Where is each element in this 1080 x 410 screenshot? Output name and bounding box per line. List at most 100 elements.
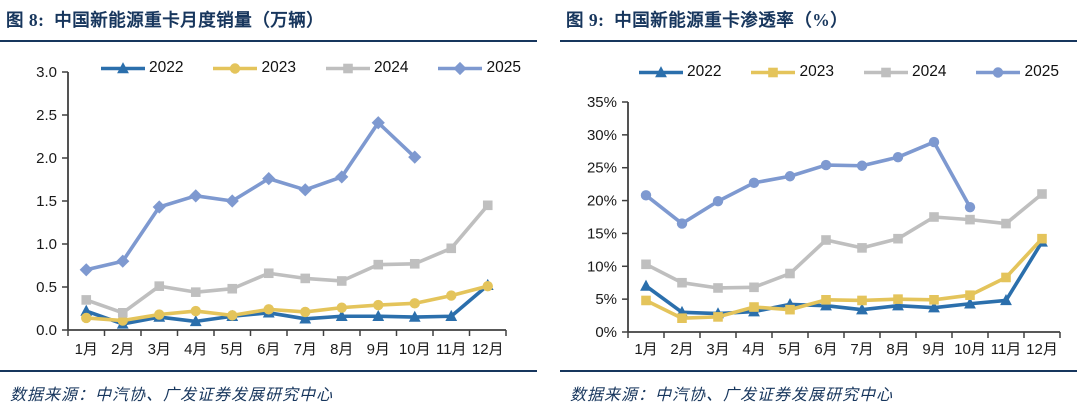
x-tick-label: 10月 (399, 341, 431, 358)
data-point-2024 (227, 283, 238, 294)
data-point-2022 (1000, 294, 1012, 306)
data-point-2025 (116, 254, 130, 268)
data-point-2023 (227, 310, 238, 321)
figure-legend-1: 2022 2023 2024 2025 (638, 63, 1059, 81)
data-point-2024 (81, 295, 92, 305)
legend-label: 2023 (261, 59, 296, 76)
data-point-2023 (81, 312, 92, 324)
data-point-2025 (964, 201, 976, 213)
series-line-2023 (644, 236, 1044, 321)
data-point-2022 (408, 310, 421, 322)
data-point-2023 (154, 309, 165, 320)
figure-8-source: 数据来源：中汽协、广发证券发展研究中心 (10, 387, 334, 404)
data-point-2025 (892, 152, 904, 163)
figure-9-chart: 2022 2023 2024 2025 0% 5% 10% 15% 20% 25% 30% 35% 1… (560, 56, 1080, 370)
legend-triangle-icon (101, 61, 145, 73)
x-tick-label: 6月 (814, 341, 837, 358)
data-point-2024 (336, 276, 347, 286)
legend-circle-icon (976, 66, 1021, 78)
series-line-2022 (84, 283, 490, 326)
series-line-2025 (644, 140, 972, 226)
y-tick-label: 0.0 (36, 322, 57, 339)
figure-9-title: 图 9: 中国新能源重卡渗透率（%） (566, 10, 849, 30)
data-point-2023 (190, 305, 201, 317)
legend-item-2024: 2024 (325, 59, 408, 77)
data-point-2025 (225, 194, 239, 208)
data-point-2022 (80, 304, 93, 316)
data-point-2024 (1001, 218, 1011, 229)
series-line-2022 (644, 240, 1044, 316)
y-tick-label: 0.5 (36, 279, 57, 296)
legend-item-2024: 2024 (863, 63, 946, 81)
data-point-2025 (784, 171, 796, 182)
data-point-2024 (677, 277, 687, 288)
figure-9-panel: 图 9: 中国新能源重卡渗透率（%） 2022 2023 2024 2025 0% 5%… (540, 0, 1080, 410)
data-point-2024 (117, 308, 128, 318)
series-line-2024 (84, 203, 490, 315)
data-point-2022 (335, 309, 348, 321)
figure-8-source-rule (0, 370, 537, 372)
data-point-2023 (965, 290, 975, 300)
data-point-2024 (263, 268, 274, 279)
data-point-2025 (928, 136, 940, 148)
data-point-2025 (298, 183, 312, 197)
data-point-2024 (893, 233, 903, 244)
y-tick-label: 0% (595, 324, 617, 341)
data-point-2023 (749, 302, 759, 312)
y-tick-label: 1.5 (36, 193, 57, 210)
figure-legend-0: 2022 2023 2024 2025 (100, 59, 521, 77)
y-tick-label: 10% (587, 258, 617, 275)
data-point-2025 (371, 116, 385, 130)
x-tick-label: 7月 (294, 341, 317, 358)
x-tick-label: 12月 (1026, 341, 1058, 358)
series-line-2025 (84, 120, 417, 272)
data-point-2022 (928, 301, 940, 313)
data-point-2025 (335, 170, 349, 184)
data-point-2024 (929, 212, 939, 222)
legend-label: 2023 (799, 63, 834, 80)
data-point-2024 (749, 282, 759, 293)
data-point-2025 (676, 218, 688, 229)
data-point-2023 (857, 295, 867, 306)
data-point-2024 (409, 258, 420, 269)
legend-label: 2024 (373, 59, 409, 76)
figure-plot-0: 0.0 0.5 1.0 1.5 2.0 2.5 3.0 1月 2月 3月 4月 5月 6月 7月 8月 9月 1… (36, 64, 507, 358)
legend-square-icon (325, 63, 370, 73)
x-tick-label: 9月 (922, 341, 945, 358)
data-point-2024 (373, 259, 384, 270)
data-point-2025 (748, 177, 760, 189)
legend-item-2025: 2025 (975, 63, 1059, 81)
data-point-2022 (372, 309, 385, 321)
data-point-2022 (964, 297, 976, 309)
data-point-2023 (785, 304, 795, 315)
data-point-2023 (893, 294, 903, 304)
data-point-2024 (965, 214, 975, 225)
figure-9-title-rule (560, 40, 1077, 42)
x-tick-label: 12月 (472, 341, 504, 358)
legend-triangle-icon (639, 65, 683, 77)
legend-item-2023: 2023 (212, 59, 296, 77)
data-point-2023 (446, 290, 457, 301)
data-point-2025 (820, 159, 832, 171)
data-point-2023 (300, 306, 311, 318)
figure-8-panel: 图 8: 中国新能源重卡月度销量（万辆） 2022 2023 2024 2025 0.… (0, 10, 537, 404)
data-point-2025 (856, 160, 868, 171)
x-tick-label: 3月 (148, 341, 171, 358)
x-tick-label: 7月 (850, 341, 873, 358)
data-point-2022 (892, 299, 904, 311)
legend-square-icon (863, 67, 908, 77)
y-tick-label: 35% (587, 94, 617, 111)
legend-square-icon (751, 67, 796, 77)
x-tick-label: 5月 (221, 341, 244, 358)
data-point-2025 (262, 172, 276, 186)
x-tick-label: 8月 (886, 341, 909, 358)
data-point-2022 (189, 315, 202, 327)
legend-label: 2024 (911, 63, 947, 80)
x-tick-label: 4月 (742, 341, 765, 358)
data-point-2022 (820, 299, 832, 311)
legend-label: 2022 (687, 63, 722, 80)
legend-diamond-icon (438, 61, 483, 75)
data-point-2023 (336, 302, 347, 313)
data-point-2023 (641, 295, 651, 306)
